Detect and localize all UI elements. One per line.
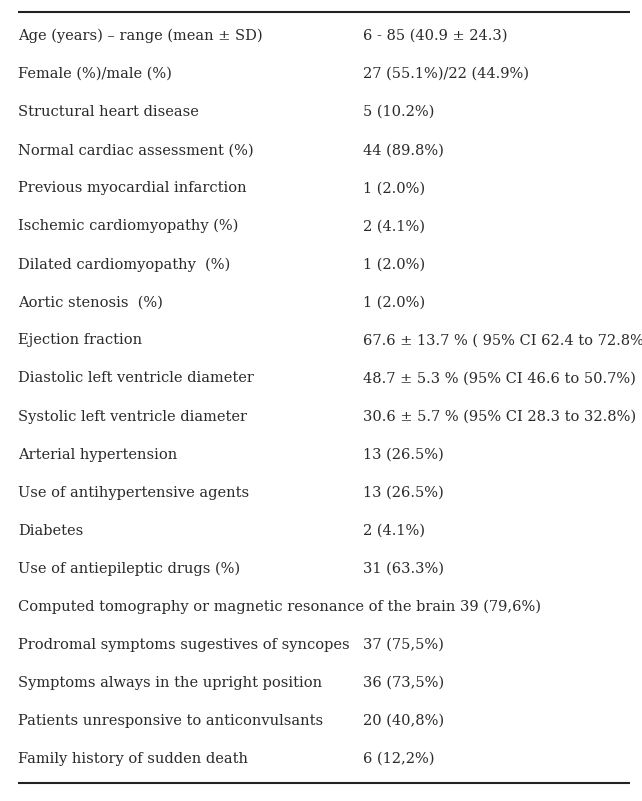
- Text: Normal cardiac assessment (%): Normal cardiac assessment (%): [18, 143, 254, 157]
- Text: Female (%)/male (%): Female (%)/male (%): [18, 67, 172, 81]
- Text: 67.6 ± 13.7 % ( 95% CI 62.4 to 72.8%): 67.6 ± 13.7 % ( 95% CI 62.4 to 72.8%): [363, 333, 642, 348]
- Text: 1 (2.0%): 1 (2.0%): [363, 257, 425, 272]
- Text: 30.6 ± 5.7 % (95% CI 28.3 to 32.8%): 30.6 ± 5.7 % (95% CI 28.3 to 32.8%): [363, 409, 636, 424]
- Text: 5 (10.2%): 5 (10.2%): [363, 105, 434, 119]
- Text: Dilated cardiomyopathy  (%): Dilated cardiomyopathy (%): [18, 257, 230, 272]
- Text: 27 (55.1%)/22 (44.9%): 27 (55.1%)/22 (44.9%): [363, 67, 529, 81]
- Text: Ischemic cardiomyopathy (%): Ischemic cardiomyopathy (%): [18, 219, 238, 233]
- Text: 1 (2.0%): 1 (2.0%): [363, 181, 425, 195]
- Text: 2 (4.1%): 2 (4.1%): [363, 524, 425, 537]
- Text: Age (years) – range (mean ± SD): Age (years) – range (mean ± SD): [18, 29, 263, 43]
- Text: 36 (73,5%): 36 (73,5%): [363, 676, 444, 690]
- Text: 13 (26.5%): 13 (26.5%): [363, 448, 444, 461]
- Text: 44 (89.8%): 44 (89.8%): [363, 143, 444, 157]
- Text: 13 (26.5%): 13 (26.5%): [363, 485, 444, 500]
- Text: Aortic stenosis  (%): Aortic stenosis (%): [18, 296, 163, 309]
- Text: Prodromal symptoms sugestives of syncopes: Prodromal symptoms sugestives of syncope…: [18, 638, 350, 652]
- Text: Patients unresponsive to anticonvulsants: Patients unresponsive to anticonvulsants: [18, 714, 323, 728]
- Text: Computed tomography or magnetic resonance of the brain 39 (79,6%): Computed tomography or magnetic resonanc…: [18, 600, 541, 614]
- Text: 20 (40,8%): 20 (40,8%): [363, 714, 444, 728]
- Text: 48.7 ± 5.3 % (95% CI 46.6 to 50.7%): 48.7 ± 5.3 % (95% CI 46.6 to 50.7%): [363, 372, 636, 385]
- Text: Structural heart disease: Structural heart disease: [18, 105, 199, 119]
- Text: Family history of sudden death: Family history of sudden death: [18, 752, 248, 766]
- Text: Diabetes: Diabetes: [18, 524, 83, 537]
- Text: Use of antihypertensive agents: Use of antihypertensive agents: [18, 485, 249, 500]
- Text: 31 (63.3%): 31 (63.3%): [363, 562, 444, 576]
- Text: 1 (2.0%): 1 (2.0%): [363, 296, 425, 309]
- Text: Systolic left ventricle diameter: Systolic left ventricle diameter: [18, 409, 247, 424]
- Text: 6 - 85 (40.9 ± 24.3): 6 - 85 (40.9 ± 24.3): [363, 29, 507, 43]
- Text: Use of antiepileptic drugs (%): Use of antiepileptic drugs (%): [18, 562, 240, 576]
- Text: 37 (75,5%): 37 (75,5%): [363, 638, 444, 652]
- Text: Diastolic left ventricle diameter: Diastolic left ventricle diameter: [18, 372, 254, 385]
- Text: 2 (4.1%): 2 (4.1%): [363, 219, 425, 233]
- Text: Symptoms always in the upright position: Symptoms always in the upright position: [18, 676, 322, 690]
- Text: Arterial hypertension: Arterial hypertension: [18, 448, 177, 461]
- Text: Previous myocardial infarction: Previous myocardial infarction: [18, 181, 247, 195]
- Text: 6 (12,2%): 6 (12,2%): [363, 752, 434, 766]
- Text: Ejection fraction: Ejection fraction: [18, 333, 142, 348]
